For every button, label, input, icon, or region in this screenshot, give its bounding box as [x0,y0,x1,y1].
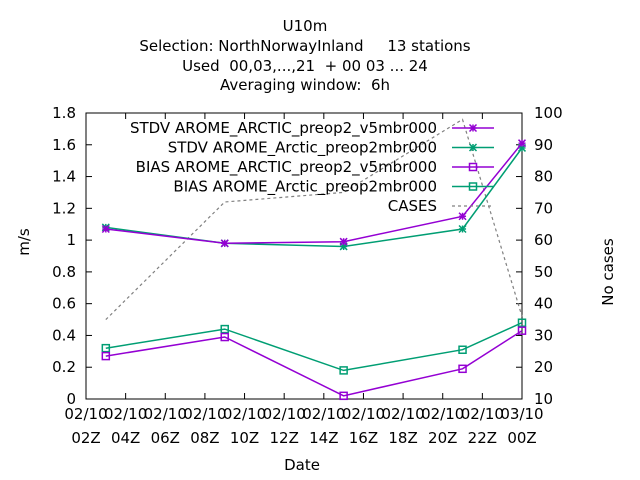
chart-subtitle-selection: Selection: NorthNorwayInland 13 stations [139,37,471,55]
y2-tick-label: 50 [534,263,553,281]
x-tick-label-date: 02/10 [342,405,385,423]
y-tick-label: 0 [66,390,76,408]
data-point-2 [458,364,467,374]
y-tick-label: 1.4 [52,168,76,186]
y2-tick-label: 70 [534,199,553,217]
x-tick-label-date: 02/10 [461,405,504,423]
y-tick-label: 0.6 [52,295,76,313]
x-tick-label-hour: 20Z [428,429,457,447]
data-point-2 [339,391,348,401]
x-tick-label-date: 02/10 [64,405,107,423]
plot-frame [85,112,523,400]
legend-label-3: BIAS AROME_Arctic_preop2mbr000 [173,178,437,197]
y-tick-label: 1.2 [52,199,76,217]
x-tick-label-hour: 06Z [151,429,180,447]
chart-title: U10m [282,17,328,35]
x-tick-label-date: 02/10 [144,405,187,423]
series-line-2 [105,330,523,397]
y2-tick-label: 40 [534,295,553,313]
legend-label-0: STDV AROME_ARCTIC_preop2_v5mbr000 [130,119,437,138]
data-point-2 [220,332,229,342]
series-line-4 [105,118,523,321]
data-point-1 [458,224,467,234]
x-tick-label-hour: 12Z [269,429,298,447]
x-tick-label-hour: 04Z [111,429,140,447]
y2-tick-label: 80 [534,168,553,186]
data-point-0 [458,212,467,221]
data-point-0 [101,224,110,234]
x-tick-label-date: 02/10 [421,405,464,423]
x-axis-label: Date [284,456,320,474]
y2-tick-label: 60 [534,231,553,249]
x-tick-label-hour: 08Z [190,429,219,447]
data-point-0 [517,139,527,148]
x-tick-label-hour: 16Z [349,429,378,447]
series-line-3 [105,322,523,372]
data-point-0 [220,239,229,248]
y-tick-label: 1 [66,231,76,249]
data-point-2 [517,326,527,335]
x-tick-label-hour: 14Z [309,429,338,447]
data-point-3 [339,366,348,375]
x-tick-label-date: 02/10 [381,405,424,423]
x-tick-label-date: 02/10 [223,405,266,423]
data-point-3 [101,343,111,353]
x-tick-label-date: 02/10 [263,405,306,423]
legend-label-1: STDV AROME_Arctic_preop2mbr000 [168,139,437,158]
legend-marker-1 [468,143,478,152]
data-point-3 [220,324,229,334]
y2-tick-label: 10 [534,390,553,408]
y-tick-label: 0.2 [52,358,76,376]
y2-tick-label: 20 [534,358,553,376]
chart-subtitle-used: Used 00,03,...,21 + 00 03 ... 24 [182,57,428,75]
data-point-2 [101,351,111,361]
y2-tick-label: 100 [534,104,563,122]
y-tick-label: 1.8 [52,104,76,122]
x-tick-label-hour: 00Z [507,429,536,447]
legend-marker-2 [468,162,478,172]
y2-tick-label: 90 [534,136,553,154]
data-point-3 [458,345,467,354]
chart-subtitle-window: Averaging window: 6h [219,76,391,94]
x-tick-label-date: 02/10 [183,405,226,423]
legend-label-4: CASES [388,197,437,215]
x-tick-label-date: 02/10 [104,405,147,423]
x-tick-label-date: 03/10 [500,405,543,423]
y-tick-label: 1.6 [52,136,76,154]
x-tick-label-hour: 10Z [230,429,259,447]
y-tick-label: 0.4 [52,326,76,344]
legend-label-2: BIAS AROME_ARCTIC_preop2_v5mbr000 [136,158,437,177]
data-point-0 [339,237,348,246]
x-tick-label-hour: 22Z [468,429,497,447]
x-tick-label-date: 02/10 [302,405,345,423]
x-tick-label-hour: 02Z [71,429,100,447]
y-tick-label: 0.8 [52,263,76,281]
x-tick-label-hour: 18Z [388,429,417,447]
legend-marker-0 [468,123,478,133]
y2-tick-label: 30 [534,326,553,344]
data-point-3 [517,318,527,327]
legend-marker-3 [468,182,478,191]
